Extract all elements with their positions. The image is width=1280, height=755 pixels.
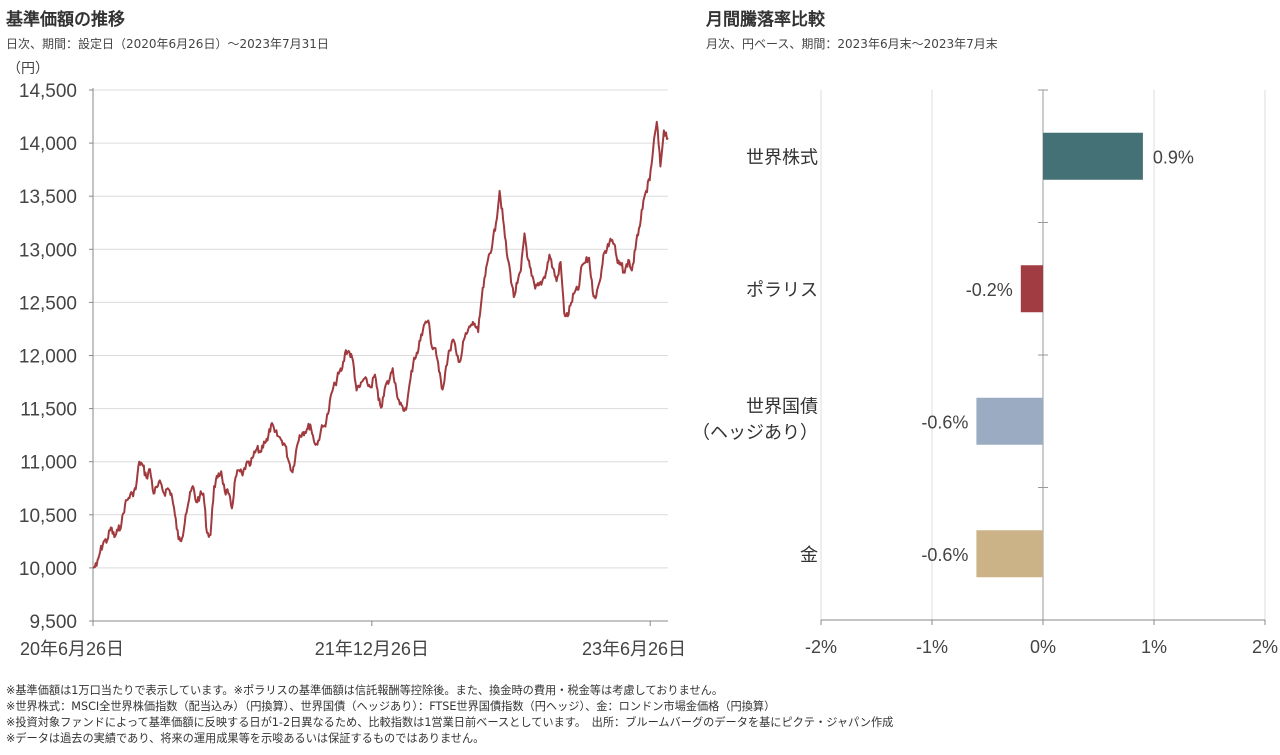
x-tick-label: 2%	[1252, 637, 1278, 657]
bar	[1020, 265, 1043, 313]
bar	[976, 530, 1043, 578]
category-label: 金	[800, 545, 818, 565]
right-chart-title: 月間騰落率比較	[706, 10, 825, 30]
y-tick-label: 14,500	[19, 81, 77, 102]
y-tick-label: 12,000	[19, 347, 77, 368]
line-chart-y-ticks: 9,500 10,000 10,500 11,000 11,500 12,000 12,50…	[19, 81, 93, 633]
y-tick-label: 13,500	[19, 187, 77, 208]
right-chart-subtitle: 月次、円ベース、期間：2023年6月末～2023年7月末	[706, 37, 998, 51]
x-tick-label: 0%	[1030, 637, 1056, 657]
footnotes: ※基準価額は1万口当たりで表示しています。※ポラリスの基準価額は信託報酬等控除後…	[6, 683, 893, 747]
y-axis-unit-label: （円）	[7, 61, 49, 77]
y-tick-label: 13,000	[19, 240, 77, 261]
y-tick-label: 10,500	[19, 506, 77, 527]
bar-value-label: 0.9%	[1153, 147, 1194, 167]
left-chart-title: 基準価額の推移	[6, 10, 125, 30]
y-tick-label: 10,000	[19, 559, 77, 580]
left-chart-subtitle: 日次、期間：設定日（2020年6月26日）～2023年7月31日	[6, 37, 329, 51]
bar-chart-x-ticks: -2% -1% 0% 1% 2%	[805, 619, 1278, 657]
bar	[1043, 132, 1143, 180]
x-tick-label: 23年6月26日	[582, 639, 686, 659]
bar	[976, 397, 1043, 445]
bar-value-label: -0.6%	[921, 412, 968, 432]
bar-chart-bars: 0.9% -0.2% -0.6% -0.6%	[921, 132, 1194, 578]
line-chart-gridlines	[93, 89, 668, 569]
category-label: 世界株式	[746, 147, 818, 167]
x-tick-label: 21年12月26日	[315, 639, 429, 659]
category-label: （ヘッジあり）	[700, 422, 818, 442]
line-chart-x-ticks: 20年6月26日 21年12月26日 23年6月26日	[20, 621, 686, 659]
y-tick-label: 11,500	[20, 400, 77, 421]
footnote-line: ※世界株式：MSCI全世界株価指数（配当込み）（円換算）、世界国債（ヘッジあり）…	[6, 700, 776, 713]
x-tick-label: 1%	[1141, 637, 1167, 657]
bar-value-label: -0.6%	[921, 545, 968, 565]
y-tick-label: 14,000	[19, 134, 77, 155]
y-tick-label: 9,500	[29, 612, 77, 633]
x-tick-label: -2%	[805, 637, 837, 657]
category-label: ポラリス	[746, 280, 818, 300]
nav-line-chart: 9,500 10,000 10,500 11,000 11,500 12,000 12,50…	[19, 81, 686, 659]
x-tick-label: 20年6月26日	[20, 639, 124, 659]
category-label: 世界国債	[746, 396, 818, 416]
y-tick-label: 12,500	[19, 293, 77, 314]
footnote-line: ※投資対象ファンドによって基準価額に反映する日が1-2日異なるため、比較指数は1…	[6, 716, 894, 729]
y-tick-label: 11,000	[20, 453, 77, 474]
x-tick-label: -1%	[916, 637, 948, 657]
nav-series-line	[92, 120, 669, 569]
footnote-line: ※データは過去の実績であり、将来の運用成果等を示唆あるいは保証するものではありま…	[6, 732, 485, 745]
bar-value-label: -0.2%	[966, 280, 1013, 300]
footnote-line: ※基準価額は1万口当たりで表示しています。※ポラリスの基準価額は信託報酬等控除後…	[6, 684, 724, 697]
